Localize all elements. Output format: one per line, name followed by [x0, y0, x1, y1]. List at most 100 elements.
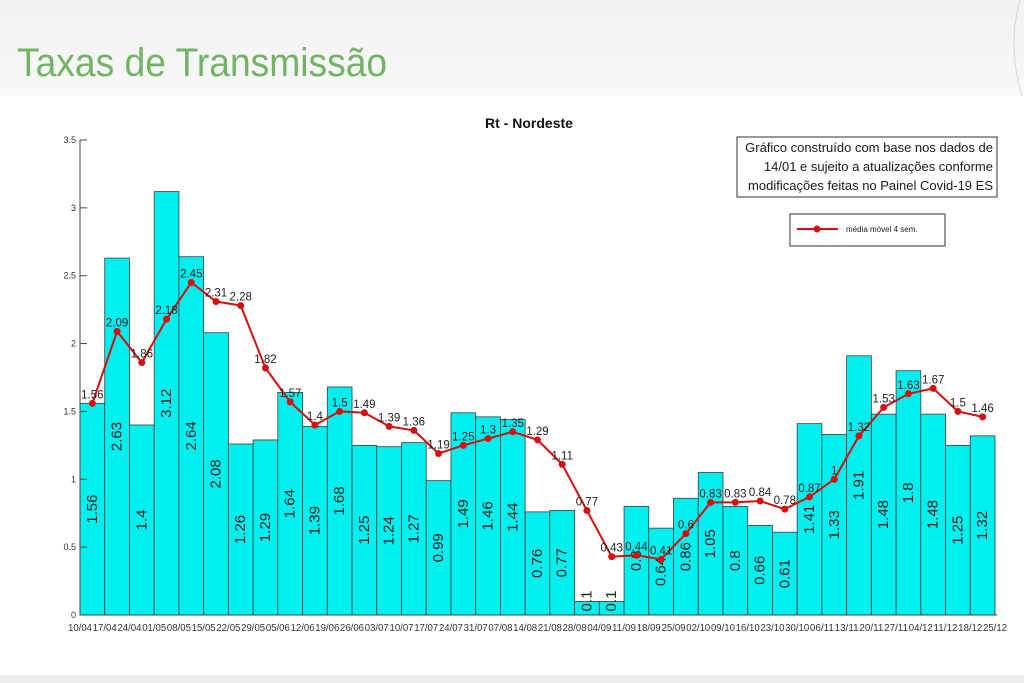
bar-value-label-35: 1.48	[925, 500, 942, 529]
moving-average-point-12	[360, 409, 368, 417]
bar-24	[648, 527, 674, 616]
annotation-line-3: modificações feitas no Painel Covid-19 E…	[748, 178, 993, 193]
x-tick-label: 28/08	[563, 623, 587, 634]
moving-average-label-7: 2.28	[230, 292, 252, 304]
moving-average-point-1	[88, 399, 96, 407]
bar-value-label-10: 1.39	[306, 506, 323, 535]
moving-average-label-4: 2.18	[155, 305, 177, 317]
moving-average-point-14	[410, 426, 418, 434]
moving-average-point-5	[187, 279, 195, 286]
bar-value-label-14: 1.27	[405, 514, 422, 543]
bar-20	[549, 510, 575, 616]
bars-layer	[79, 191, 996, 616]
x-tick-label: 17/07	[414, 623, 438, 634]
bar-value-label-8: 1.29	[257, 513, 274, 542]
moving-average-point-29	[781, 505, 789, 513]
x-tick-label: 09/10	[711, 623, 735, 634]
moving-average-point-13	[385, 422, 393, 430]
moving-average-point-21	[583, 507, 591, 514]
moving-average-labels: 1.562.091.862.182.452.31 2.281.821.571.41…	[81, 269, 994, 558]
y-tick-label: 0	[71, 610, 76, 620]
x-tick-label: 10/04	[68, 623, 92, 634]
moving-average-label-2: 2.09	[106, 317, 128, 329]
x-tick-label: 02/10	[686, 623, 710, 634]
moving-average-label-19: 1.29	[526, 426, 548, 438]
bar-value-label-12: 1.25	[356, 516, 373, 545]
bar-value-label-28: 0.66	[752, 556, 769, 585]
moving-average-point-28	[756, 497, 764, 505]
x-tick-label: 11/12	[934, 623, 958, 634]
x-tick-label: 27/11	[884, 623, 908, 634]
moving-average-label-24: 0.41	[650, 545, 672, 557]
moving-average-point-25	[682, 530, 690, 538]
moving-average-label-21: 0.77	[576, 497, 598, 509]
x-tick-label: 25/12	[983, 623, 1007, 634]
x-tick-label: 07/08	[488, 623, 512, 634]
bar-value-label-11: 1.68	[331, 486, 348, 515]
moving-average-point-18	[509, 428, 517, 436]
y-tick-label: 3	[71, 203, 76, 213]
x-tick-label: 22/05	[216, 623, 240, 634]
moving-average-point-10	[311, 421, 319, 429]
bar-value-label-15: 0.99	[430, 533, 447, 562]
moving-average-label-13: 1.39	[378, 412, 400, 424]
bar-14	[401, 442, 427, 616]
bar-36	[945, 444, 971, 616]
bar-37	[969, 435, 996, 616]
moving-average-label-1: 1.56	[81, 389, 103, 401]
bar-4	[153, 191, 180, 616]
moving-average-label-12: 1.49	[353, 399, 375, 411]
bar-value-label-4: 3.12	[158, 389, 175, 418]
bar-15	[425, 480, 452, 616]
bar-value-label-19: 0.76	[529, 549, 546, 578]
moving-average-label-22: 0.43	[600, 543, 622, 555]
moving-average-point-19	[534, 436, 541, 444]
bar-value-label-1: 1.56	[84, 495, 101, 524]
moving-average-label-34: 1.63	[897, 380, 919, 392]
x-tick-label: 17/04	[93, 623, 117, 634]
moving-average-point-20	[558, 460, 566, 468]
bar-value-label-24: 0.64	[653, 557, 670, 586]
x-tick-label: 24/07	[439, 623, 463, 634]
moving-average-point-15	[435, 450, 443, 457]
legend-marker-icon	[813, 225, 821, 233]
bar-value-label-21: 0.1	[578, 591, 595, 612]
bar-6	[203, 332, 229, 616]
x-tick-label: 26/06	[340, 623, 364, 634]
moving-average-point-31	[830, 475, 838, 483]
slide-title: Taxas de Transmissão	[17, 41, 388, 85]
moving-average-label-28: 0.84	[749, 487, 772, 499]
moving-average-label-5: 2.45	[180, 269, 202, 281]
y-tick-label: 2	[71, 339, 76, 349]
bar-25	[673, 497, 699, 616]
bar-28	[747, 525, 773, 616]
y-tick-label: 0.5	[63, 542, 76, 552]
moving-average-point-6	[212, 298, 220, 305]
moving-average-point-24	[657, 555, 665, 563]
moving-average-label-18: 1.35	[502, 418, 524, 430]
bar-5	[178, 256, 205, 616]
x-tick-label: 03/07	[365, 623, 389, 634]
moving-average-point-7	[237, 302, 245, 310]
y-tick-label: 1.5	[63, 406, 76, 416]
bar-value-label-2: 2.63	[109, 422, 126, 451]
moving-average-point-2	[113, 327, 121, 335]
bar-value-label-34: 1.8	[900, 482, 917, 503]
moving-average-label-14: 1.36	[403, 416, 425, 428]
bar-value-label-7: 1.26	[232, 515, 249, 544]
bar-value-label-3: 1.4	[133, 510, 150, 531]
x-tick-label: 08/05	[167, 623, 191, 634]
moving-average-point-34	[904, 390, 912, 398]
bar-value-label-17: 1.46	[480, 501, 497, 530]
moving-average-label-32: 1.32	[848, 422, 870, 434]
x-tick-label: 04/09	[587, 623, 611, 634]
moving-average-point-36	[954, 407, 962, 415]
legend: média móvel 4 sem.	[789, 213, 946, 247]
moving-average-point-33	[880, 403, 888, 411]
x-tick-label: 31/07	[464, 623, 488, 634]
moving-average-point-27	[731, 498, 739, 506]
moving-average-point-4	[163, 315, 171, 323]
bar-value-label-20: 0.77	[554, 548, 571, 577]
bar-value-label-32: 1.91	[850, 471, 867, 500]
